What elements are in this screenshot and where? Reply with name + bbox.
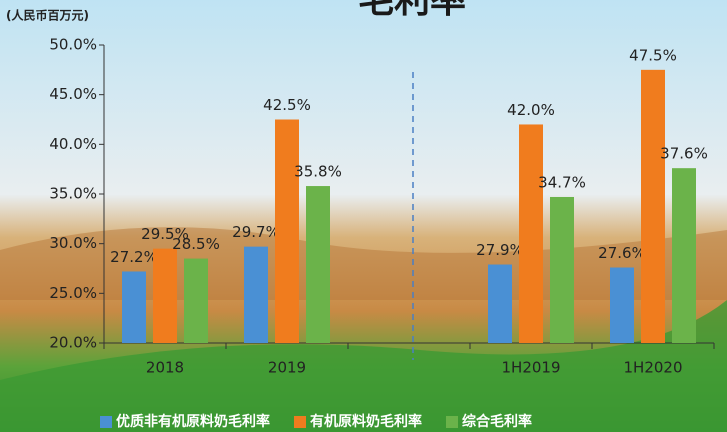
- x-tick-label: 1H2019: [502, 359, 561, 377]
- legend-label: 综合毛利率: [462, 413, 532, 430]
- bar: [122, 271, 146, 343]
- legend-label: 优质非有机原料奶毛利率: [116, 413, 270, 430]
- bar: [184, 258, 208, 343]
- bar: [488, 264, 512, 343]
- hills: [0, 227, 727, 300]
- x-tick-label: 2018: [146, 359, 184, 377]
- y-tick-label: 50.0%: [49, 36, 97, 54]
- value-label: 42.5%: [263, 96, 311, 114]
- value-label: 27.6%: [598, 244, 646, 262]
- value-label: 29.7%: [232, 223, 280, 241]
- legend-swatch: [100, 416, 112, 428]
- bar: [275, 119, 299, 343]
- unit-label: (人民币百万元): [6, 8, 89, 23]
- y-tick-label: 25.0%: [49, 284, 97, 302]
- value-label: 27.9%: [476, 241, 524, 259]
- bar: [519, 124, 543, 343]
- value-label: 27.2%: [110, 248, 158, 266]
- bar: [153, 248, 177, 343]
- bar: [550, 196, 574, 343]
- y-tick-label: 45.0%: [49, 85, 97, 103]
- y-tick-label: 20.0%: [49, 334, 97, 352]
- value-label: 34.7%: [538, 173, 586, 191]
- value-label: 47.5%: [629, 46, 677, 64]
- chart-title: 毛利率: [358, 0, 466, 21]
- bar: [244, 246, 268, 343]
- bar: [672, 168, 696, 343]
- value-label: 29.5%: [141, 225, 189, 243]
- y-tick-label: 30.0%: [49, 234, 97, 252]
- field: [0, 300, 727, 432]
- value-label: 28.5%: [172, 235, 220, 253]
- x-tick-label: 2019: [268, 359, 306, 377]
- x-tick-label: 1H2020: [624, 359, 683, 377]
- value-label: 37.6%: [660, 145, 708, 163]
- y-tick-label: 35.0%: [49, 185, 97, 203]
- legend-label: 有机原料奶毛利率: [310, 413, 422, 430]
- value-label: 35.8%: [294, 163, 342, 181]
- legend-swatch: [446, 416, 458, 428]
- bar: [641, 69, 665, 343]
- legend-swatch: [294, 416, 306, 428]
- bar: [610, 267, 634, 343]
- bar: [306, 186, 330, 343]
- value-label: 42.0%: [507, 101, 555, 119]
- y-tick-label: 40.0%: [49, 135, 97, 153]
